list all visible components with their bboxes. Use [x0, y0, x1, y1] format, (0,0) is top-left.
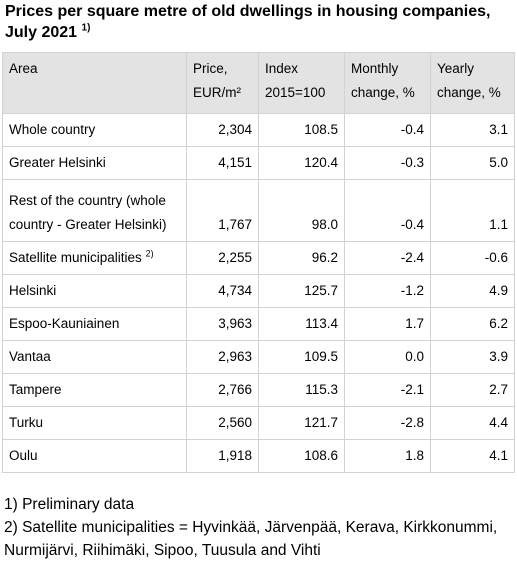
- column-header-line: Area: [9, 61, 38, 76]
- footnote-2: 2) Satellite municipalities = Hyvinkää, …: [4, 519, 498, 559]
- price-cell: 2,963: [186, 340, 259, 374]
- monthly-change-cell: -2.1: [344, 373, 431, 407]
- monthly-change-cell: -0.3: [344, 146, 431, 180]
- price-cell: 1,918: [186, 439, 259, 473]
- area-cell: Greater Helsinki: [2, 146, 187, 180]
- index-cell: 121.7: [258, 406, 345, 440]
- column-header-line: change, %: [437, 85, 501, 100]
- column-header-price: Price, EUR/m²: [186, 52, 259, 114]
- column-header-line: Monthly: [351, 61, 399, 76]
- area-cell: Tampere: [2, 373, 187, 407]
- price-table: Area Price, EUR/m² Index 2015=100 Monthly chan…: [2, 52, 515, 473]
- title-footnote-ref: 1): [81, 22, 91, 34]
- area-name: Rest of the country (whole country - Gre…: [9, 193, 167, 232]
- index-cell: 108.5: [258, 113, 345, 147]
- index-cell: 96.2: [258, 241, 345, 275]
- area-cell: Espoo-Kauniainen: [2, 307, 187, 341]
- column-header-monthly-change: Monthly change, %: [344, 52, 431, 114]
- yearly-change-cell: 6.2: [430, 307, 515, 341]
- area-cell: Rest of the country (whole country - Gre…: [2, 179, 187, 242]
- price-cell: 1,767: [186, 179, 259, 242]
- monthly-change-cell: 1.7: [344, 307, 431, 341]
- title-text: Prices per square metre of old dwellings…: [5, 3, 491, 41]
- table-header: Area Price, EUR/m² Index 2015=100 Monthly chan…: [2, 52, 515, 114]
- table-body: Whole country 2,304 108.5 -0.4 3.1 Greater He…: [2, 113, 515, 473]
- table-row: Vantaa 2,963 109.5 0.0 3.9: [2, 340, 515, 374]
- price-cell: 2,766: [186, 373, 259, 407]
- column-header-line: 2015=100: [265, 85, 326, 100]
- monthly-change-cell: -2.8: [344, 406, 431, 440]
- area-cell: Helsinki: [2, 274, 187, 308]
- monthly-change-cell: 0.0: [344, 340, 431, 374]
- price-cell: 2,560: [186, 406, 259, 440]
- table-row: Oulu 1,918 108.6 1.8 4.1: [2, 439, 515, 473]
- column-header-line: EUR/m²: [193, 85, 241, 100]
- table-row: Espoo-Kauniainen 3,963 113.4 1.7 6.2: [2, 307, 515, 341]
- index-cell: 108.6: [258, 439, 345, 473]
- price-cell: 2,304: [186, 113, 259, 147]
- table-row: Helsinki 4,734 125.7 -1.2 4.9: [2, 274, 515, 308]
- area-cell: Whole country: [2, 113, 187, 147]
- price-cell: 2,255: [186, 241, 259, 275]
- yearly-change-cell: 2.7: [430, 373, 515, 407]
- header-row: Area Price, EUR/m² Index 2015=100 Monthly chan…: [2, 52, 515, 114]
- monthly-change-cell: 1.8: [344, 439, 431, 473]
- area-name: Whole country: [9, 122, 96, 137]
- area-cell: Turku: [2, 406, 187, 440]
- table-row: Satellite municipalities 2) 2,255 96.2 -2.4…: [2, 241, 515, 275]
- area-footnote-ref: 2): [145, 248, 154, 259]
- yearly-change-cell: 4.9: [430, 274, 515, 308]
- monthly-change-cell: -1.2: [344, 274, 431, 308]
- column-header-line: Price,: [193, 61, 228, 76]
- index-cell: 120.4: [258, 146, 345, 180]
- area-cell: Oulu: [2, 439, 187, 473]
- yearly-change-cell: 3.9: [430, 340, 515, 374]
- index-cell: 109.5: [258, 340, 345, 374]
- yearly-change-cell: 4.4: [430, 406, 515, 440]
- yearly-change-cell: 1.1: [430, 179, 515, 242]
- area-cell: Satellite municipalities 2): [2, 241, 187, 275]
- index-cell: 125.7: [258, 274, 345, 308]
- price-cell: 4,151: [186, 146, 259, 180]
- footnote-1: 1) Preliminary data: [4, 496, 135, 513]
- area-name: Greater Helsinki: [9, 155, 106, 170]
- yearly-change-cell: 4.1: [430, 439, 515, 473]
- area-name: Satellite municipalities: [9, 250, 142, 265]
- area-cell: Vantaa: [2, 340, 187, 374]
- area-name: Oulu: [9, 448, 38, 463]
- table-title: Prices per square metre of old dwellings…: [5, 1, 515, 43]
- footnotes: 1) Preliminary data 2) Satellite municip…: [4, 493, 516, 562]
- price-cell: 3,963: [186, 307, 259, 341]
- yearly-change-cell: -0.6: [430, 241, 515, 275]
- index-cell: 113.4: [258, 307, 345, 341]
- monthly-change-cell: -2.4: [344, 241, 431, 275]
- table-row: Greater Helsinki 4,151 120.4 -0.3 5.0: [2, 146, 515, 180]
- table-row: Whole country 2,304 108.5 -0.4 3.1: [2, 113, 515, 147]
- area-name: Turku: [9, 415, 44, 430]
- area-name: Tampere: [9, 382, 62, 397]
- column-header-yearly-change: Yearly change, %: [430, 52, 515, 114]
- area-name: Helsinki: [9, 283, 57, 298]
- area-name: Vantaa: [9, 349, 51, 364]
- index-cell: 115.3: [258, 373, 345, 407]
- table-row: Turku 2,560 121.7 -2.8 4.4: [2, 406, 515, 440]
- table-row: Rest of the country (whole country - Gre…: [2, 179, 515, 242]
- area-name: Espoo-Kauniainen: [9, 316, 120, 331]
- price-cell: 4,734: [186, 274, 259, 308]
- index-cell: 98.0: [258, 179, 345, 242]
- column-header-line: Index: [265, 61, 299, 76]
- monthly-change-cell: -0.4: [344, 179, 431, 242]
- column-header-line: change, %: [351, 85, 415, 100]
- column-header-area: Area: [2, 52, 187, 114]
- monthly-change-cell: -0.4: [344, 113, 431, 147]
- column-header-line: Yearly: [437, 61, 475, 76]
- yearly-change-cell: 3.1: [430, 113, 515, 147]
- yearly-change-cell: 5.0: [430, 146, 515, 180]
- table-row: Tampere 2,766 115.3 -2.1 2.7: [2, 373, 515, 407]
- column-header-index: Index 2015=100: [258, 52, 345, 114]
